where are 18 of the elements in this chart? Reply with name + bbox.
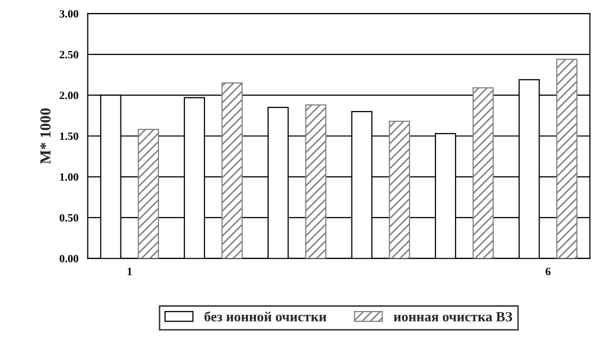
bar (472, 87, 494, 258)
bar (221, 82, 243, 258)
y-tick-label: 2.50 (60, 50, 78, 58)
y-tick-label: 1.00 (60, 173, 78, 181)
legend-label: без ионной очистки (204, 311, 326, 322)
y-tick-label: 2.00 (60, 92, 78, 100)
legend-label: ионная очистка ВЗ (394, 312, 512, 322)
y-axis-title: M* 1000 (40, 108, 51, 164)
bar (556, 58, 578, 258)
bar (138, 128, 159, 258)
y-tick-label: 0.00 (60, 254, 78, 262)
bar (305, 104, 326, 258)
x-tick-label: 6 (546, 268, 550, 276)
y-tick-label: 0.50 (60, 214, 78, 222)
bar (388, 120, 410, 258)
y-tick-label: 3.00 (60, 10, 78, 18)
x-tick-label: 1 (128, 268, 132, 276)
y-tick-label: 1.50 (60, 132, 78, 140)
